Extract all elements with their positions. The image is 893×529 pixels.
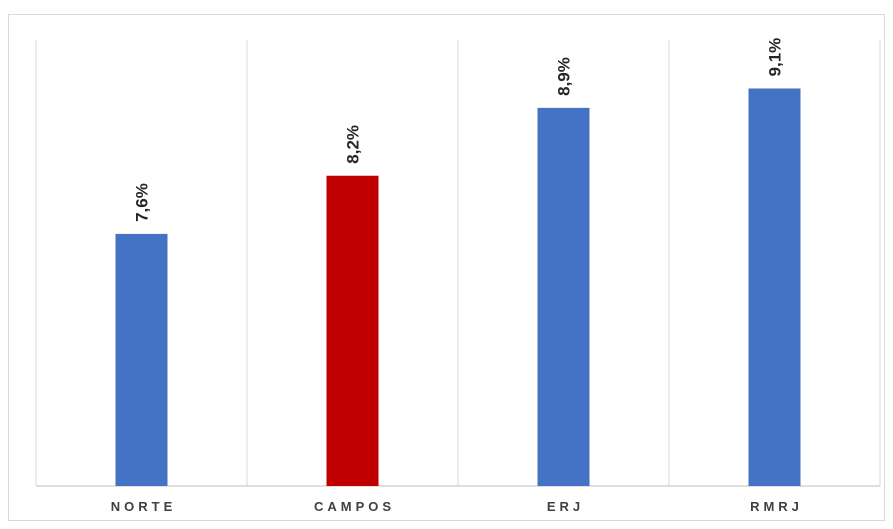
bar-campos xyxy=(326,175,379,486)
category-label-erj: ERJ xyxy=(547,499,584,514)
bar-erj xyxy=(537,107,590,486)
category-label-rmrj: RMRJ xyxy=(750,499,803,514)
data-labels: 7,6% 8,2% 8,9% 9,1% xyxy=(133,38,785,222)
category-label-campos: CAMPOS xyxy=(314,499,395,514)
gridlines xyxy=(35,40,881,486)
category-labels: NORTE CAMPOS ERJ RMRJ xyxy=(111,499,803,514)
data-label-norte: 7,6% xyxy=(133,183,152,222)
data-label-rmrj: 9,1% xyxy=(766,38,785,77)
category-label-norte: NORTE xyxy=(111,499,177,514)
bar-rmrj xyxy=(748,88,801,486)
data-label-campos: 8,2% xyxy=(344,125,363,164)
bar-norte xyxy=(115,233,168,486)
bars xyxy=(115,88,801,486)
data-label-erj: 8,9% xyxy=(555,57,574,96)
